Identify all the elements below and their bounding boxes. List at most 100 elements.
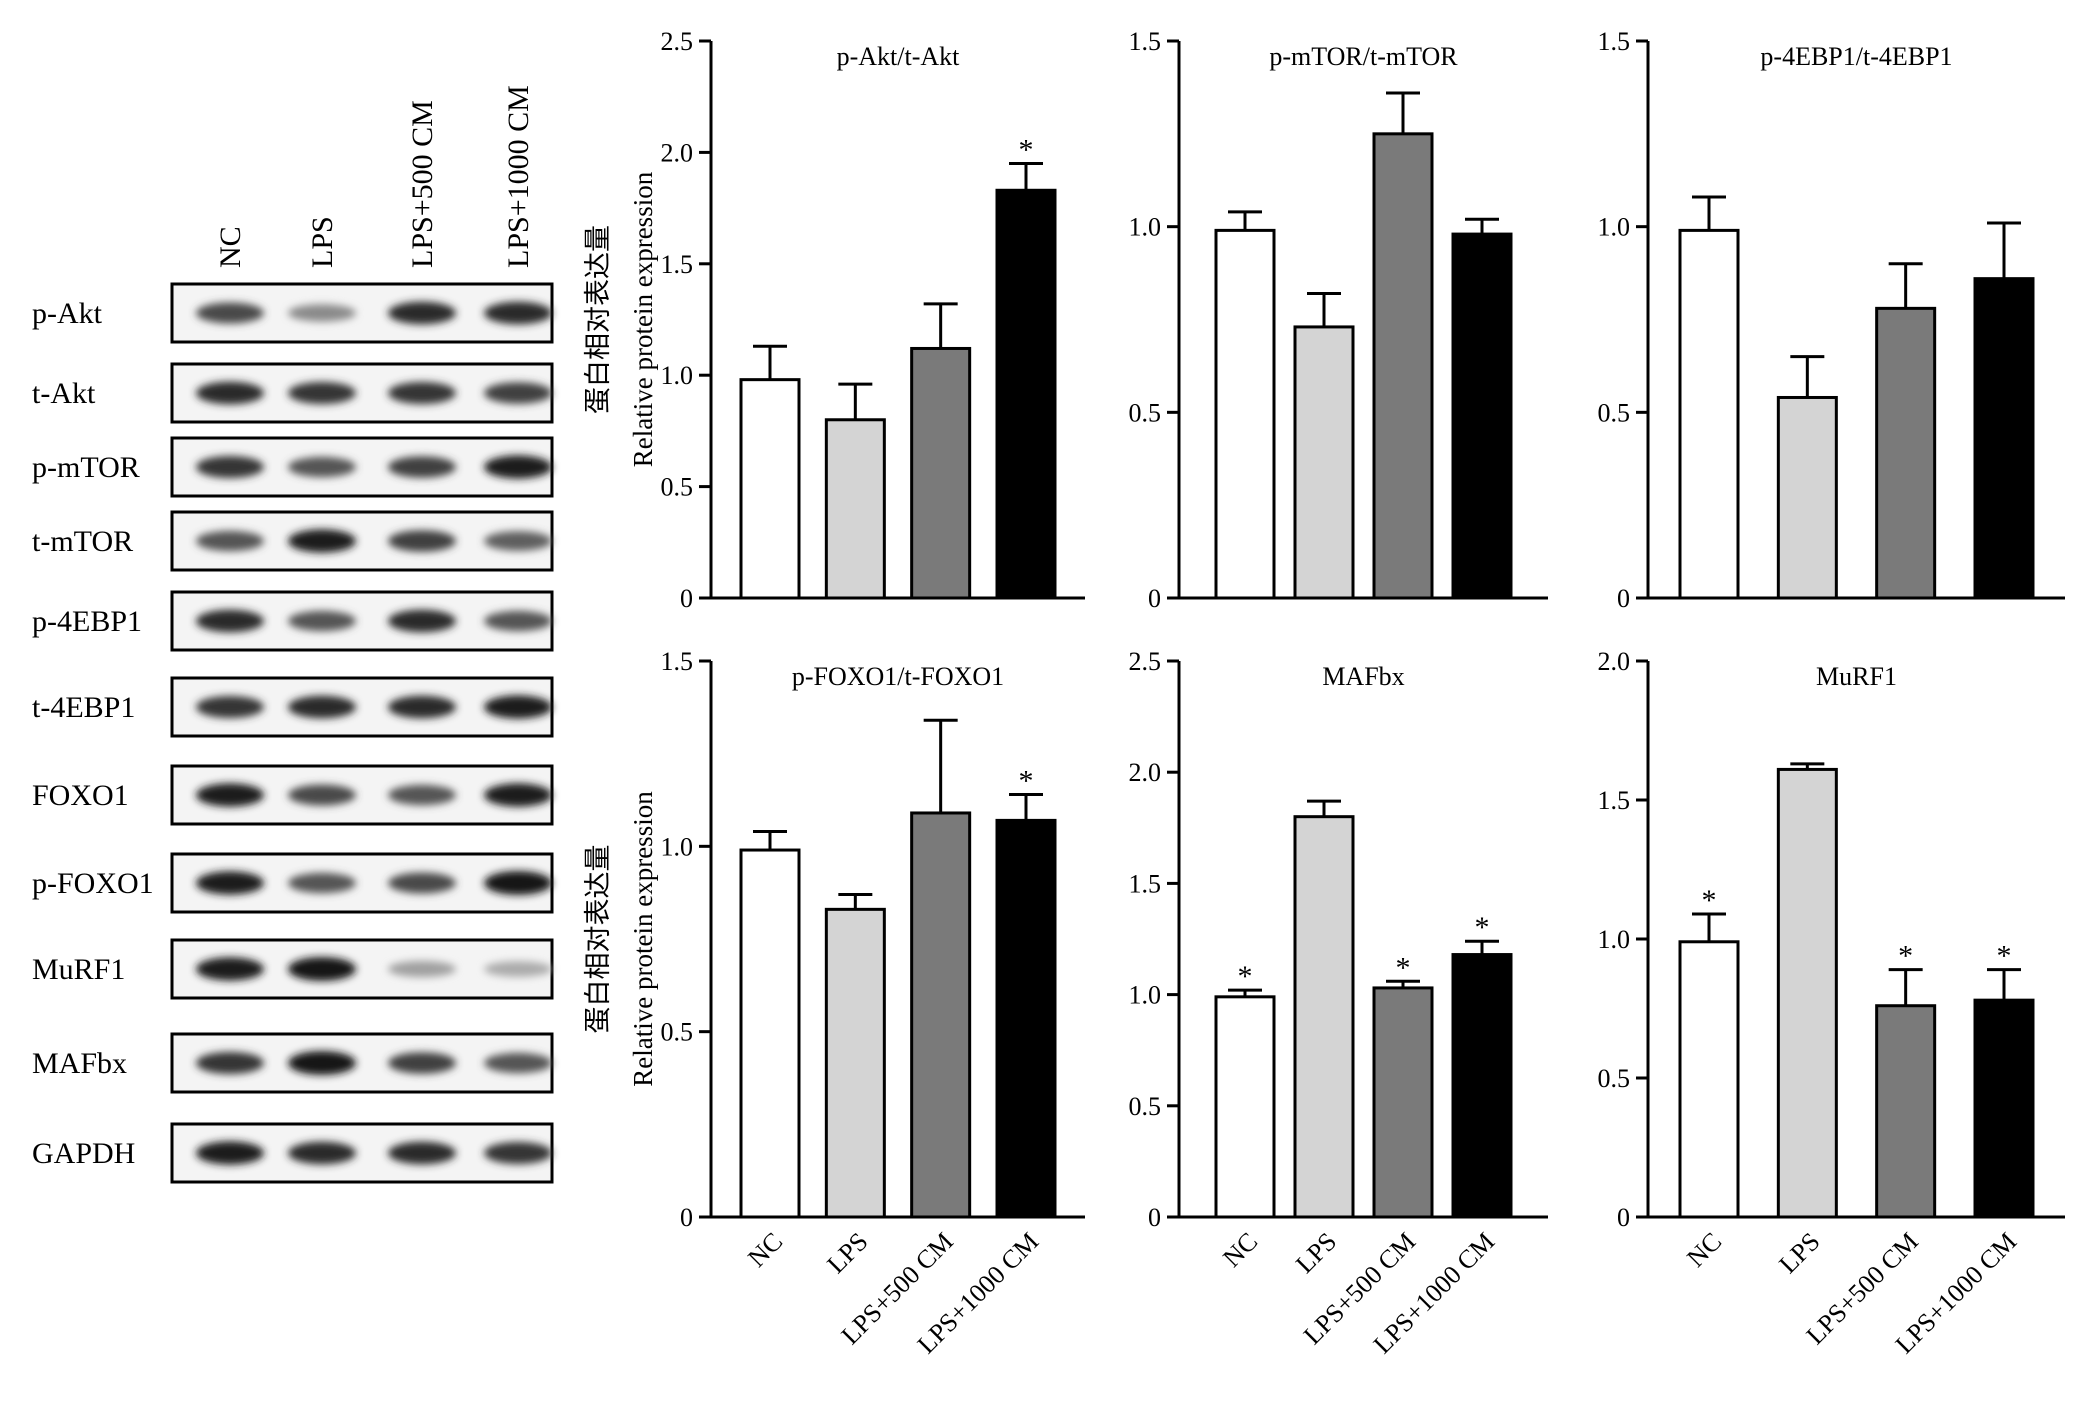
y-tick-label: 0.5 [661, 1018, 694, 1047]
blot-band [484, 1052, 552, 1074]
blot-band [288, 381, 356, 405]
bar [1293, 815, 1355, 1219]
blot-band [388, 456, 456, 478]
y-tick-label: 0 [1148, 1203, 1161, 1232]
bar [1372, 986, 1434, 1219]
y-tick-label: 2.0 [1129, 758, 1162, 787]
blot-band [288, 529, 356, 553]
bar [995, 818, 1057, 1219]
y-tick-label: 0.5 [1129, 1092, 1162, 1121]
bar [1973, 998, 2035, 1219]
bar [1875, 1004, 1937, 1219]
blot-band [484, 610, 552, 632]
blot-row: p-4EBP1 [32, 590, 554, 652]
y-axis-title-en: Relative protein expression [628, 791, 658, 1087]
y-tick-label: 0 [680, 584, 693, 613]
chart-title: p-4EBP1/t-4EBP1 [1760, 42, 1952, 71]
blot-lane-label: LPS+1000 CM [502, 85, 535, 268]
blot-band [288, 695, 356, 719]
bar-charts: 0 0.5 1.0 1.5 2.0 2.5 p-Akt/t-Akt * 0 0.5 1.0 1.5 p-… [583, 27, 2065, 1359]
category-label: LPS [1773, 1227, 1825, 1279]
blot-band [196, 695, 264, 719]
bar [824, 418, 886, 600]
bar [1293, 325, 1355, 600]
blot-band [288, 610, 356, 632]
bar [1776, 767, 1838, 1219]
significance-marker: * [1019, 764, 1034, 797]
y-tick-label: 1.0 [1598, 925, 1631, 954]
y-tick-label: 1.0 [661, 361, 694, 390]
blot-band [196, 530, 264, 552]
blot-band [196, 1141, 264, 1165]
blot-lane-label: NC [214, 226, 247, 268]
y-tick-label: 0.5 [661, 473, 694, 502]
y-tick-label: 1.0 [1129, 981, 1162, 1010]
blot-band [288, 784, 356, 806]
blot-row-label: t-Akt [32, 377, 96, 410]
bar [1678, 228, 1740, 600]
bar [995, 188, 1057, 600]
category-label: NC [1681, 1227, 1727, 1273]
bar [910, 346, 972, 600]
significance-marker: * [1702, 884, 1717, 917]
western-blot-panel: NC LPS LPS+500 CM LPS+1000 CM p-Akt t-Akt p-mT… [32, 85, 554, 1184]
blot-row-label: GAPDH [32, 1137, 135, 1170]
bar [1451, 232, 1513, 600]
y-tick-label: 2.0 [661, 138, 694, 167]
chart-title: p-mTOR/t-mTOR [1269, 42, 1458, 71]
blot-row: t-4EBP1 [32, 676, 554, 738]
blot-row: MuRF1 [32, 938, 554, 1000]
blot-band [484, 1141, 552, 1165]
blot-band [196, 871, 264, 895]
blot-band [388, 960, 456, 978]
blot-band [388, 1052, 456, 1074]
bar [739, 848, 801, 1219]
category-label: LPS [1290, 1227, 1342, 1279]
blot-band [196, 609, 264, 633]
y-tick-label: 2.5 [661, 27, 694, 56]
blot-band [388, 872, 456, 894]
bar [1973, 277, 2035, 600]
chart-title: p-Akt/t-Akt [837, 42, 961, 71]
y-tick-label: 2.5 [1129, 647, 1162, 676]
y-axis-title-en: Relative protein expression [628, 171, 658, 467]
y-tick-label: 0.5 [1598, 398, 1631, 427]
blot-row-label: p-FOXO1 [32, 867, 154, 900]
blot-band [288, 304, 356, 322]
y-tick-label: 1.0 [661, 832, 694, 861]
blot-row-label: t-4EBP1 [32, 691, 135, 724]
blot-band [288, 957, 356, 981]
blot-band [288, 1051, 356, 1075]
bar [739, 378, 801, 600]
blot-row: MAFbx [32, 1032, 554, 1094]
chart-panel: 0 0.5 1.0 1.5 p-mTOR/t-mTOR [1129, 27, 1548, 613]
bar [1776, 395, 1838, 600]
blot-band [484, 695, 552, 719]
blot-lane-label: LPS+500 CM [406, 100, 439, 268]
blot-row: p-FOXO1 [32, 852, 554, 914]
chart-title: MAFbx [1322, 662, 1404, 691]
blot-band [388, 1141, 456, 1165]
blot-row-label: MAFbx [32, 1047, 127, 1080]
blot-band [484, 382, 552, 404]
blot-band [196, 381, 264, 405]
significance-marker: * [1475, 911, 1490, 944]
blot-row: FOXO1 [32, 764, 554, 826]
y-tick-label: 0.5 [1129, 398, 1162, 427]
blot-band [388, 301, 456, 325]
blot-band [484, 301, 552, 325]
category-label: NC [1217, 1227, 1263, 1273]
y-tick-label: 1.5 [1129, 869, 1162, 898]
blot-band [196, 1051, 264, 1075]
significance-marker: * [1898, 940, 1913, 973]
blot-band [484, 961, 552, 977]
blot-band [484, 455, 552, 479]
blot-row-label: MuRF1 [32, 953, 125, 986]
y-axis-title-cn: 蛋白相对表达量 [583, 845, 613, 1034]
blot-row: p-Akt [32, 282, 554, 344]
blot-row-label: FOXO1 [32, 779, 129, 812]
blot-row-label: p-mTOR [32, 451, 140, 484]
